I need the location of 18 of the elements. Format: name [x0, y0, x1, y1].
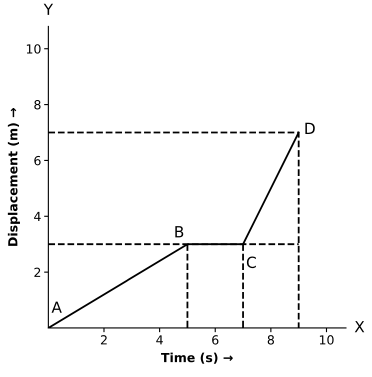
y-axis-title: Displacement (m) →: [8, 108, 20, 246]
x-tick-label: 4: [156, 335, 163, 344]
x-tick-label: 6: [212, 335, 218, 345]
x-tick-label: 10: [320, 335, 334, 345]
y-tick-label: 10: [26, 44, 41, 54]
annotation: C: [246, 256, 256, 268]
annotation: B: [175, 226, 184, 238]
annotation: D: [305, 122, 315, 134]
x-axis-title: Time (s) →: [161, 352, 233, 364]
x-tick-label: 2: [100, 335, 107, 344]
text: X: [354, 321, 364, 332]
y-tick-label: 6: [34, 156, 41, 166]
y-tick-label: 4: [34, 212, 41, 222]
y-tick-label: 2: [34, 268, 40, 277]
y-tick-label: 8: [34, 100, 41, 110]
x-tick-label: 8: [268, 335, 274, 345]
text: Y: [44, 4, 54, 15]
annotation: A: [52, 302, 62, 313]
